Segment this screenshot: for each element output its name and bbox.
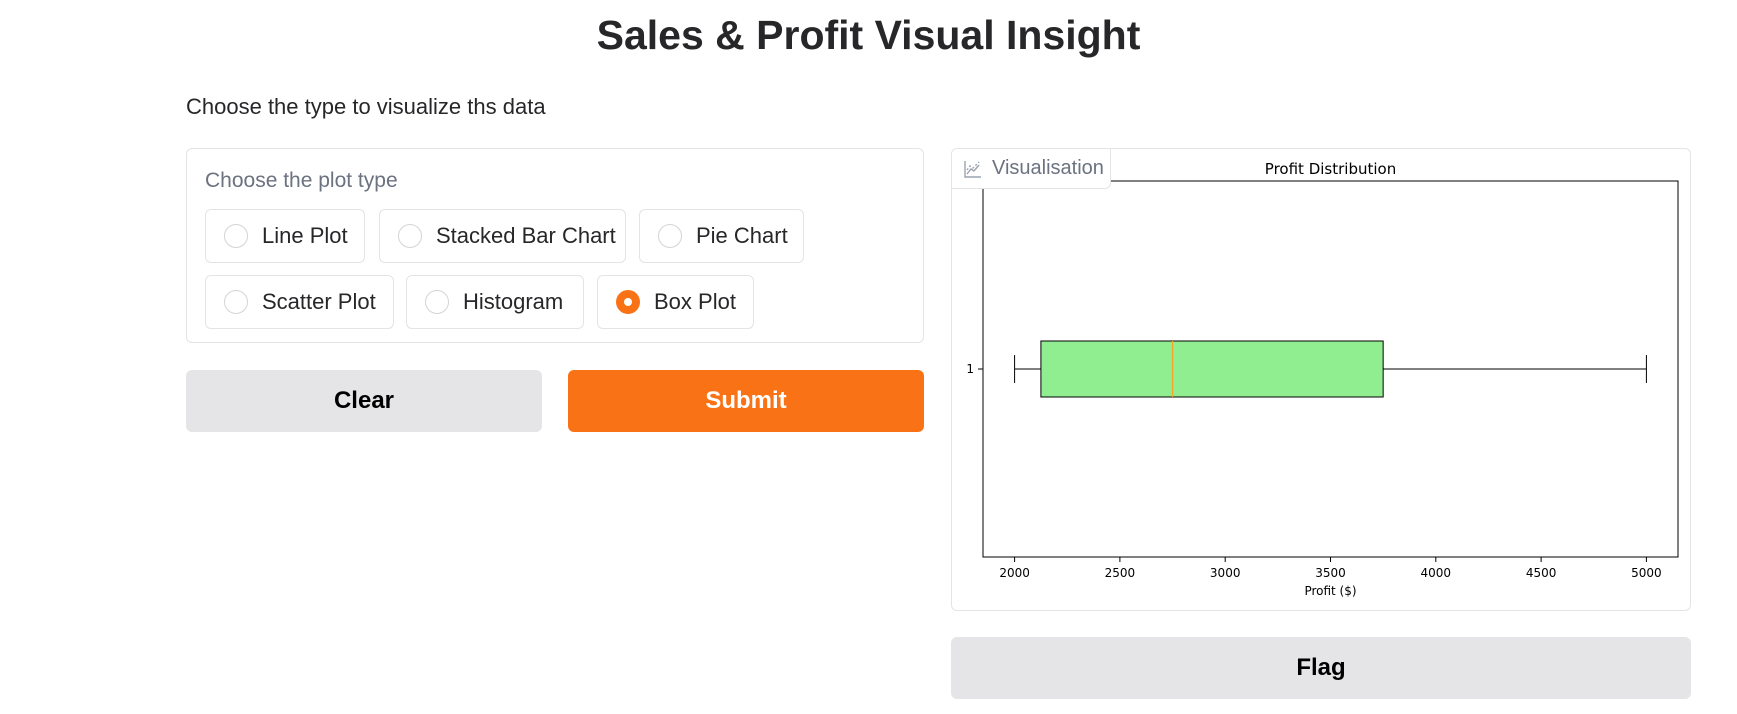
radio-circle[interactable] (224, 290, 248, 314)
radio-label: Line Plot (262, 223, 348, 248)
radio-circle[interactable] (224, 224, 248, 248)
visualisation-label-text: Visualisation (992, 157, 1104, 179)
radio-label: Pie Chart (696, 223, 788, 248)
visualisation-panel: Visualisation Profit Distribution 2000 250… (951, 148, 1691, 611)
clear-button[interactable]: Clear (186, 370, 542, 432)
radio-label: Stacked Bar Chart (436, 223, 616, 248)
y-tick-label: 1 (966, 362, 974, 376)
x-tick-label: 4000 (1421, 566, 1452, 580)
box-iqr (1040, 340, 1384, 398)
x-tick-label: 2000 (999, 566, 1030, 580)
radio-option-histogram[interactable]: Histogram (406, 275, 584, 329)
radio-option-line-plot[interactable]: Line Plot (205, 209, 365, 263)
radio-option-pie-chart[interactable]: Pie Chart (639, 209, 804, 263)
x-tick-label: 3500 (1315, 566, 1346, 580)
page-title: Sales & Profit Visual Insight (596, 12, 1141, 58)
radio-option-scatter-plot[interactable]: Scatter Plot (205, 275, 394, 329)
plot-type-panel: Choose the plot type Line Plot Stacked B… (186, 148, 924, 343)
chart-icon (964, 160, 981, 178)
radio-option-box-plot[interactable]: Box Plot (597, 275, 754, 329)
radio-option-stacked-bar-chart[interactable]: Stacked Bar Chart (379, 209, 626, 263)
radio-circle-selected[interactable] (616, 290, 640, 314)
radio-circle[interactable] (425, 290, 449, 314)
x-tick-label: 3000 (1210, 566, 1241, 580)
radio-label: Histogram (463, 289, 564, 314)
box-plot-chart: Profit Distribution 2000 2500 3000 3500 4000 4… (966, 160, 1679, 598)
page-subtitle: Choose the type to visualize ths data (186, 94, 546, 119)
flag-button[interactable]: Flag (951, 637, 1691, 699)
x-tick-label: 5000 (1631, 566, 1662, 580)
chart-title: Profit Distribution (1265, 160, 1396, 178)
x-tick-label: 4500 (1526, 566, 1557, 580)
radio-label: Scatter Plot (262, 289, 376, 314)
x-tick-label: 2500 (1105, 566, 1136, 580)
radio-circle[interactable] (658, 224, 682, 248)
x-axis-label: Profit ($) (1304, 584, 1356, 598)
radio-circle[interactable] (398, 224, 422, 248)
visualisation-label: Visualisation (952, 149, 1111, 189)
submit-button[interactable]: Submit (568, 370, 924, 432)
plot-type-label: Choose the plot type (205, 169, 398, 192)
radio-label: Box Plot (654, 289, 736, 314)
